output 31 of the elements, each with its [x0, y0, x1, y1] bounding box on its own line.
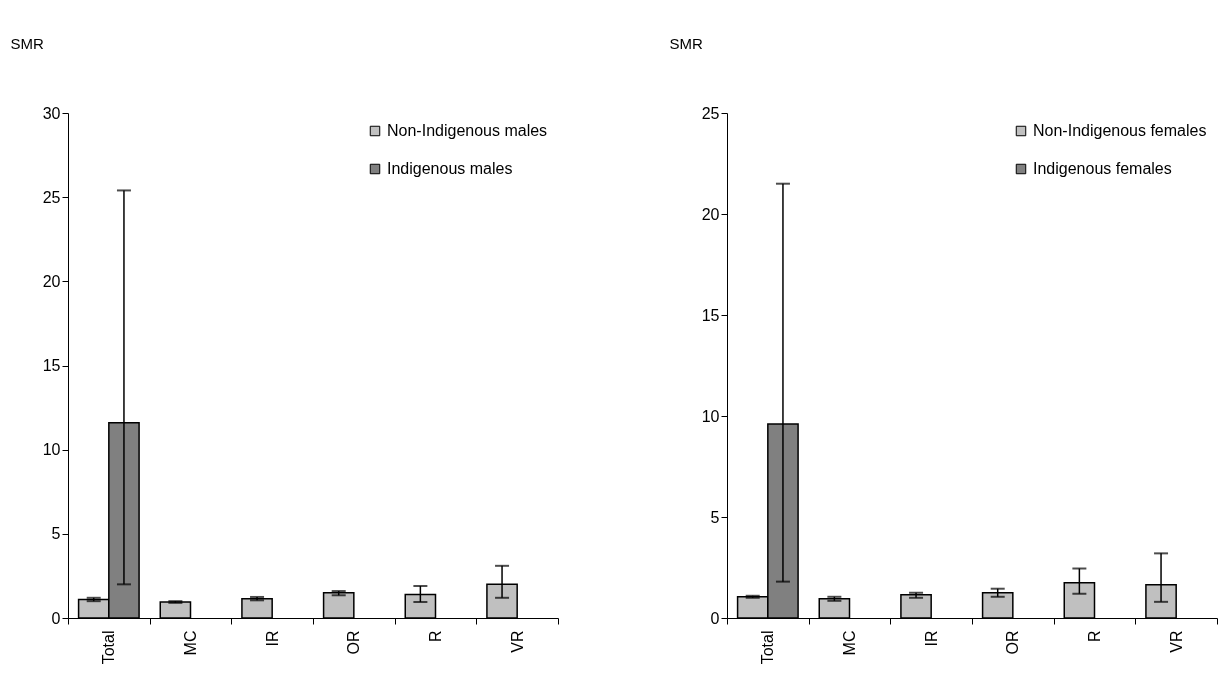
x-tick-label: R [1086, 630, 1103, 643]
x-tick-label: VR [508, 630, 526, 653]
y-tick-label: 25 [701, 104, 720, 122]
x-tick-label: MC [182, 630, 199, 656]
legend-label: Non-Indigenous females [1033, 122, 1207, 139]
y-tick-label: 30 [42, 104, 61, 122]
x-tick-label: OR [345, 630, 363, 655]
x-tick-label: Total [759, 630, 777, 665]
x-tick-label: Total [100, 630, 118, 665]
y-axis-title: SMR [669, 34, 703, 52]
y-tick-label: 20 [701, 205, 720, 223]
y-axis-title: SMR [10, 34, 44, 52]
x-tick-label: MC [841, 630, 858, 656]
y-tick-label: 20 [42, 272, 61, 290]
x-tick-label: IR [263, 630, 281, 647]
y-tick-label: 10 [42, 441, 61, 459]
x-tick-label: OR [1004, 630, 1022, 655]
x-tick-label: R [427, 630, 444, 643]
x-tick-label: IR [922, 630, 940, 647]
x-tick-label: VR [1167, 630, 1185, 653]
y-tick-label: 0 [710, 609, 720, 627]
legend-label: Indigenous males [387, 160, 513, 177]
y-tick-label: 10 [701, 407, 720, 425]
y-tick-label: 25 [42, 188, 61, 206]
y-tick-label: 15 [42, 357, 61, 374]
legend-label: Non-Indigenous males [387, 122, 548, 139]
y-tick-label: 0 [51, 609, 61, 627]
y-tick-label: 5 [710, 508, 720, 526]
y-tick-label: 15 [701, 306, 720, 324]
legend-label: Indigenous females [1033, 160, 1172, 177]
y-tick-label: 5 [51, 525, 61, 543]
